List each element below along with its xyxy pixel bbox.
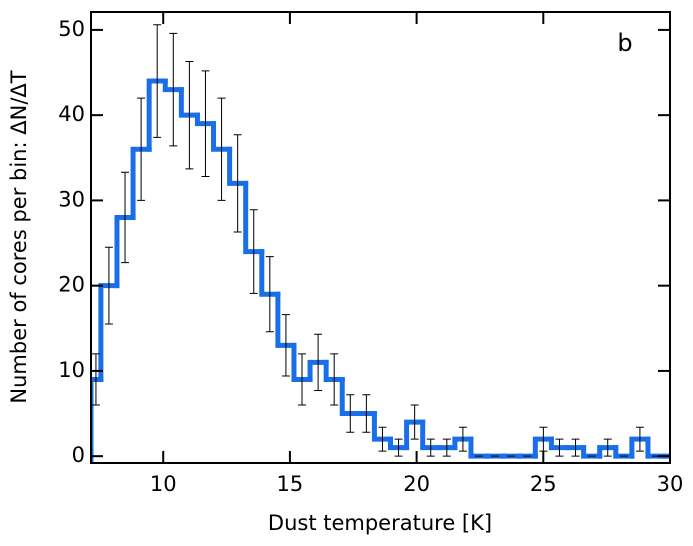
- histogram-step: [339, 376, 361, 417]
- y-tick-label: 30: [58, 187, 85, 211]
- histogram-step: [548, 436, 571, 451]
- error-bar: [201, 70, 210, 178]
- error-bar: [137, 97, 146, 201]
- histogram-step: [259, 249, 281, 297]
- y-tick-label: 0: [72, 443, 85, 467]
- error-bar: [265, 256, 274, 333]
- error-bar: [442, 438, 451, 457]
- histogram-step: [597, 445, 619, 459]
- histogram-step: [211, 121, 233, 152]
- y-tick-label: 10: [58, 358, 85, 382]
- histogram-step: [645, 436, 667, 459]
- error-bar: [394, 438, 403, 457]
- error-bar: [169, 32, 178, 147]
- histogram-step: [114, 214, 136, 289]
- y-axis-label: Number of cores per bin: ΔN/ΔT: [7, 70, 31, 403]
- error-bar: [603, 438, 612, 457]
- error-bar: [153, 24, 162, 138]
- histogram-step: [130, 146, 152, 220]
- histogram-step: [162, 78, 184, 93]
- plot-frame: [90, 11, 671, 464]
- error-bar: [249, 209, 258, 294]
- x-axis-label: Dust temperature [K]: [268, 511, 492, 535]
- histogram-step: [243, 180, 265, 255]
- histogram-step: [388, 436, 410, 451]
- error-bar: [185, 60, 194, 170]
- x-tick-label: 20: [403, 472, 430, 496]
- error-bar: [555, 438, 564, 457]
- histogram-step: [468, 436, 490, 459]
- histogram-step: [452, 436, 474, 451]
- x-tick-label: 10: [150, 472, 177, 496]
- error-bar: [298, 353, 307, 406]
- error-bar: [217, 97, 226, 201]
- histogram-step: [629, 436, 651, 459]
- annotation: b: [617, 29, 632, 57]
- error-bar: [571, 438, 580, 457]
- histogram-step: [307, 359, 329, 382]
- error-bar: [281, 314, 290, 377]
- histogram-step: [91, 376, 104, 463]
- histogram-step: [420, 419, 442, 451]
- error-bar: [635, 426, 644, 452]
- y-tick-label: 50: [58, 17, 85, 41]
- y-tick-label: 40: [58, 102, 85, 126]
- histogram-step: [227, 146, 249, 186]
- x-tick-label: 25: [530, 472, 557, 496]
- histogram-step: [532, 436, 554, 459]
- histogram-step: [323, 359, 345, 382]
- histogram-step: [275, 291, 297, 348]
- error-bar: [233, 134, 242, 233]
- error-bar: [91, 353, 100, 406]
- error-bar: [346, 394, 355, 433]
- error-bar: [314, 333, 323, 392]
- histogram-step: [194, 112, 217, 127]
- error-bar: [121, 171, 130, 264]
- error-bar: [104, 246, 113, 325]
- error-bar: [426, 438, 435, 457]
- error-bar: [458, 426, 467, 452]
- histogram-step: [371, 411, 394, 442]
- x-tick-label: 30: [657, 472, 684, 496]
- histogram-step: [178, 87, 200, 118]
- error-bar: [410, 404, 419, 440]
- histogram-step: [146, 78, 168, 152]
- plot-area: [91, 24, 670, 463]
- y-tick-label: 20: [58, 273, 85, 297]
- x-tick-label: 15: [277, 472, 304, 496]
- error-bar: [362, 394, 371, 433]
- histogram-step: [404, 419, 426, 451]
- error-bar: [378, 426, 387, 452]
- histogram-step: [291, 342, 313, 382]
- error-bar: [330, 353, 339, 406]
